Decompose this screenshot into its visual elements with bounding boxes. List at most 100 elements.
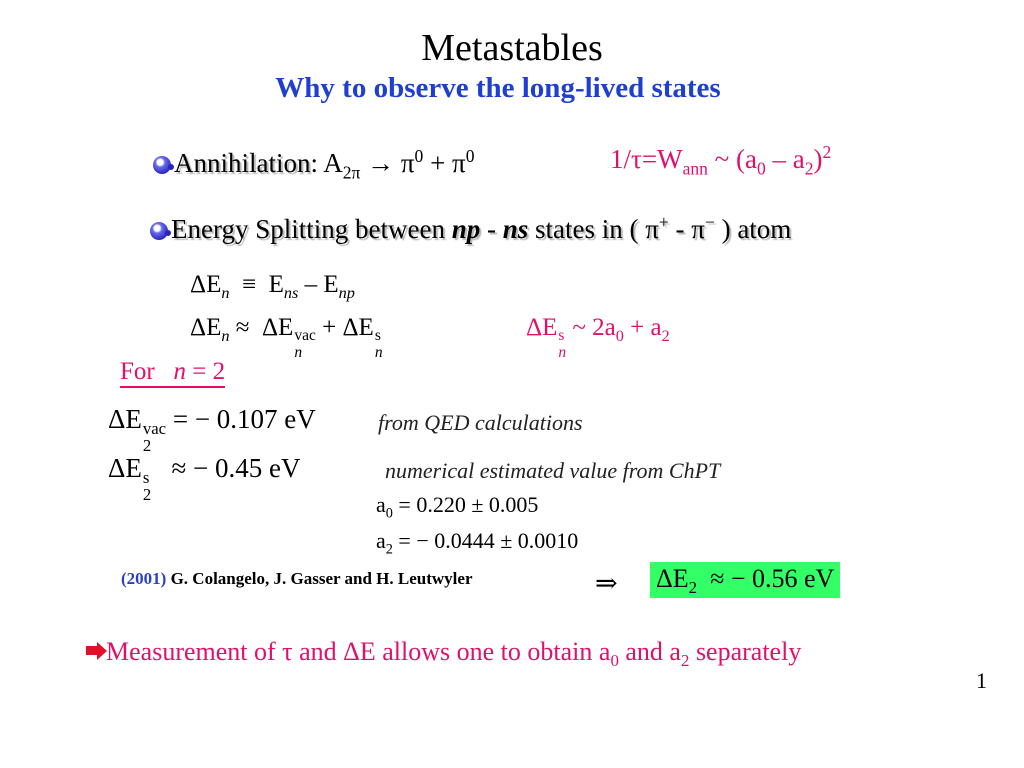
- reference-year: (2001): [121, 569, 167, 588]
- strong-shift-rhs: ~ 2a: [572, 314, 616, 341]
- reference: (2001) G. Colangelo, J. Gasser and H. Le…: [121, 569, 473, 589]
- lifetime-lhs-sub: ann: [682, 158, 708, 179]
- pi-symbol: π: [400, 148, 415, 178]
- plus: +: [322, 314, 337, 341]
- n-value: = 2: [192, 358, 226, 385]
- paren-close: ): [813, 144, 823, 174]
- pi-symbol: π: [452, 148, 466, 178]
- pi-minus: π: [691, 214, 705, 244]
- annihilation-label: Annihilation: [174, 148, 311, 178]
- reference-authors: G. Colangelo, J. Gasser and H. Leutwyler: [170, 569, 473, 588]
- a2-symbol: a: [376, 528, 386, 553]
- result-box: ΔE2 ≈ − 0.56 eV: [650, 562, 841, 598]
- lifetime-lhs: 1/τ=W: [610, 144, 683, 174]
- atom-text: ) atom: [721, 214, 792, 244]
- a0-number: = 0.220 ± 0.005: [398, 492, 539, 517]
- delta-e: ΔE: [190, 314, 222, 341]
- plus-symbol: +: [430, 148, 446, 178]
- chpt-note: numerical estimated value from ChPT: [385, 458, 721, 483]
- a2-number: = − 0.0444 ± 0.0010: [398, 528, 579, 553]
- minus: –: [772, 144, 786, 174]
- pi-plus: π: [645, 214, 659, 244]
- dash: -: [675, 214, 685, 244]
- page-number: 1: [976, 668, 987, 693]
- a2-sub: 2: [680, 651, 690, 671]
- vac-shift-line: ΔE vac 2 = − 0.107 eV: [108, 404, 316, 455]
- implies-arrow: ⇒: [595, 568, 618, 598]
- conclusion-text-3: separately: [695, 637, 802, 666]
- two-sub: 2: [688, 578, 698, 598]
- for-label: For: [120, 358, 155, 385]
- lifetime-relation: 1/τ=Wann ~ (a0 – a2)2: [610, 142, 832, 179]
- e-ns: E: [268, 271, 284, 298]
- a0-symbol: a: [376, 492, 386, 517]
- pi-superscript: 0: [465, 146, 475, 166]
- minus: –: [304, 271, 318, 298]
- a0-sub: 0: [385, 505, 393, 522]
- equation-delta-e-definition: ΔEn ≡ Ens – Enp: [190, 271, 355, 302]
- a2: a: [792, 144, 805, 174]
- A-subscript: 2π: [342, 162, 361, 183]
- slide-title: Metastables: [421, 27, 603, 69]
- n-sub: n: [294, 343, 303, 361]
- dash: -: [487, 214, 496, 244]
- ns-sub: ns: [283, 284, 299, 302]
- np-sub: np: [338, 284, 355, 302]
- a0-sub: 0: [610, 651, 619, 671]
- conclusion-text-1: Measurement of τ and ΔE allows one to ob…: [106, 637, 611, 666]
- bullet-point-icon: [153, 156, 174, 174]
- delta-e-2: ΔE: [656, 564, 689, 593]
- for-n-equals-2: For n = 2: [120, 358, 226, 388]
- splitting-text: Energy Splitting between: [171, 214, 445, 244]
- vac-sup: vac: [142, 418, 167, 438]
- bullet-energy-splitting: Energy Splitting between np - ns states …: [150, 212, 792, 245]
- e-np: E: [323, 271, 339, 298]
- s-sup: s: [558, 327, 565, 345]
- tilde: ~: [714, 144, 730, 174]
- delta-e-vac: ΔE: [261, 314, 294, 341]
- strong-shift-relation: ΔE s n ~ 2a0 + a2: [526, 314, 670, 361]
- approx-symbol: ≈: [235, 314, 250, 341]
- a0-sub: 0: [756, 158, 766, 179]
- np-state: np: [451, 214, 481, 244]
- a2-sub: 2: [385, 541, 393, 558]
- n-sub: n: [221, 327, 230, 345]
- vac-value: = − 0.107 eV: [172, 404, 316, 434]
- strong-shift-line: ΔE s 2 ≈ − 0.45 eV: [108, 453, 301, 504]
- n-sub: n: [558, 343, 567, 361]
- n-sub: n: [374, 343, 383, 361]
- states-in-text: states in (: [535, 214, 639, 244]
- conclusion: Measurement of τ and ΔE allows one to ob…: [86, 637, 802, 671]
- slide-subtitle: Why to observe the long-lived states: [275, 72, 721, 104]
- bullet-annihilation: Annihilation: A2π → π0 + π0: [153, 146, 475, 183]
- pi-plus-sup: +: [658, 212, 669, 232]
- colon: :: [310, 148, 319, 178]
- bullet-point-icon: [150, 222, 171, 240]
- pi-minus-sup: −: [704, 212, 715, 232]
- pi-superscript: 0: [414, 146, 424, 166]
- n-variable: n: [173, 358, 186, 385]
- plus-a2: + a: [630, 314, 662, 341]
- a0-sub: 0: [615, 327, 624, 345]
- vac-note: from QED calculations: [378, 410, 583, 435]
- equiv-symbol: ≡: [241, 271, 257, 298]
- a0-value: a0 = 0.220 ± 0.005: [376, 492, 539, 522]
- paren-a0: (a: [735, 144, 757, 174]
- result-value: ≈ − 0.56 eV: [710, 564, 835, 593]
- delta-e-2-vac: ΔE: [108, 404, 142, 434]
- equation-delta-e-sum: ΔEn ≈ ΔE vac n + ΔE s n: [190, 314, 383, 361]
- conclusion-text-2: and a: [625, 637, 681, 666]
- two-sub: 2: [142, 436, 152, 456]
- delta-e-s: ΔE: [526, 314, 558, 341]
- vac-sup: vac: [294, 327, 316, 345]
- two-sub: 2: [142, 485, 152, 505]
- delta-e: ΔE: [190, 271, 222, 298]
- A-symbol: A: [323, 148, 343, 178]
- a2-sub: 2: [661, 327, 670, 345]
- delta-e-2-s: ΔE: [108, 453, 142, 483]
- exponent: 2: [822, 142, 832, 162]
- ns-state: ns: [502, 214, 529, 244]
- delta-e-s: ΔE: [342, 314, 374, 341]
- s-value: ≈ − 0.45 eV: [171, 453, 301, 483]
- arrow-symbol: →: [367, 148, 395, 178]
